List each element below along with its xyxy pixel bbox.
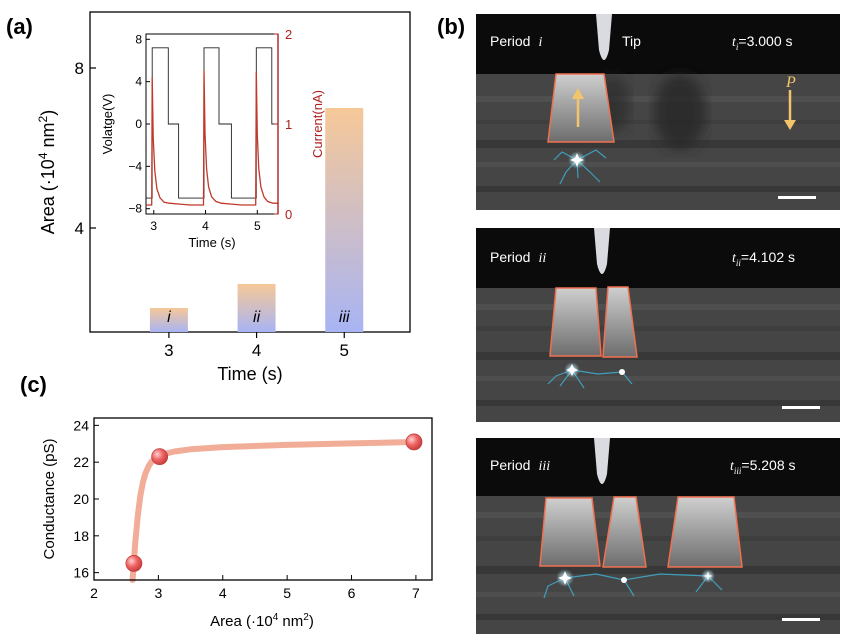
afm-tip-icon — [594, 228, 610, 274]
time-label: tii=4.102 s — [732, 249, 795, 268]
inset-y-tick-label: 0 — [135, 117, 142, 131]
down-arrow-icon — [784, 120, 796, 130]
micrograph-frame-1: Period i Tip ti=3.000 s P — [476, 14, 840, 210]
domain-trapezoid — [667, 496, 743, 568]
inset-y-tick-label: 4 — [135, 75, 142, 89]
panel-c-label: (c) — [20, 372, 47, 397]
inset-x-label: Time (s) — [188, 235, 235, 250]
fit-curve — [129, 438, 423, 583]
up-arrow-icon — [572, 88, 584, 99]
domain-trapezoid — [539, 497, 601, 567]
afm-tip-icon — [596, 14, 612, 60]
inset-y2-tick-label: 2 — [285, 27, 292, 42]
x-tick-label: 3 — [164, 341, 173, 360]
micrograph-frame-2: Period ii tii=4.102 s — [476, 228, 840, 422]
inset-x-tick-label: 3 — [150, 219, 157, 233]
time-label: tiii=5.208 s — [730, 457, 796, 476]
time-label: ti=3.000 s — [732, 33, 793, 52]
polarization-label: P — [785, 74, 796, 91]
c-x-tick-label: 3 — [154, 585, 162, 601]
panel-c-scatter-chart: 16 18 20 22 24 2 3 4 5 6 7 Area (·104 nm2) Conduct… — [41, 417, 433, 630]
inset-x-tick-label: 5 — [254, 219, 261, 233]
inset-x-tick-label: 4 — [202, 219, 209, 233]
inset-y-label: Volatge(V) — [100, 94, 115, 155]
inset-y2-tick-label: 1 — [285, 117, 292, 132]
x-tick-label: 5 — [340, 341, 349, 360]
inset-y2-tick-label: 0 — [285, 207, 292, 222]
y-tick-label: 4 — [75, 219, 84, 238]
voltage-series-line — [146, 47, 278, 199]
period-label: Period iii — [490, 457, 550, 474]
afm-tip-icon — [594, 438, 610, 484]
bar-label: iii — [339, 309, 350, 326]
panel-a-inset-chart: 8 4 0 −4 −8 2 1 0 3 4 5 Time (s) Volatge(V) Curren… — [100, 27, 325, 250]
panel-a-bar-chart: i ii iii 483 4 5 Time (s) Area (·104 nm2) — [36, 11, 411, 384]
tip-label: Tip — [622, 33, 641, 49]
panel-b-label: (b) — [437, 14, 465, 39]
data-point — [151, 448, 169, 466]
inset-frame — [145, 33, 279, 215]
panel-a-y-label: Area (·104 nm2) — [36, 110, 58, 234]
domain-trapezoid — [549, 287, 602, 357]
data-point — [405, 433, 423, 451]
panel-a-x-label: Time (s) — [217, 364, 282, 384]
inset-y-tick-label: −8 — [128, 202, 142, 216]
inset-y2-label: Current(nA) — [310, 90, 325, 158]
c-y-tick-label: 18 — [73, 528, 89, 544]
period-label: Period ii — [490, 249, 546, 266]
panel-c-y-label: Conductance (pS) — [41, 439, 58, 560]
c-x-tick-label: 7 — [412, 585, 420, 601]
inset-y-tick-label: 8 — [135, 32, 142, 46]
c-x-tick-label: 4 — [219, 585, 227, 601]
bar-3 — [149, 308, 188, 332]
domain-trapezoid — [602, 286, 638, 358]
scale-bar — [778, 196, 816, 199]
c-y-tick-label: 24 — [73, 417, 89, 433]
c-y-tick-label: 22 — [73, 454, 89, 470]
micrograph-frame-3: Period iii tiii=5.208 s — [476, 438, 840, 634]
bar-label: i — [167, 309, 171, 326]
period-label: Period i — [490, 33, 542, 50]
inset-y-tick-label: −4 — [128, 159, 142, 173]
c-y-tick-label: 20 — [73, 491, 89, 507]
bar-5 — [325, 108, 364, 332]
panel-c-x-label: Area (·104 nm2) — [210, 612, 314, 630]
bar-label: ii — [253, 309, 261, 326]
scale-bar — [782, 618, 820, 621]
c-y-tick-label: 16 — [73, 565, 89, 581]
y-tick-label: 8 — [75, 59, 84, 78]
x-tick-label: 4 — [252, 341, 261, 360]
domain-trapezoid — [602, 496, 647, 568]
data-point — [125, 555, 143, 572]
scale-bar — [782, 406, 820, 409]
bar-4 — [237, 284, 276, 332]
panel-a-label: (a) — [6, 14, 33, 39]
current-series-line — [146, 69, 278, 206]
c-x-tick-label: 2 — [90, 585, 98, 601]
c-x-tick-label: 5 — [283, 585, 291, 601]
domain-trapezoid — [547, 73, 615, 143]
c-x-tick-label: 6 — [348, 585, 356, 601]
